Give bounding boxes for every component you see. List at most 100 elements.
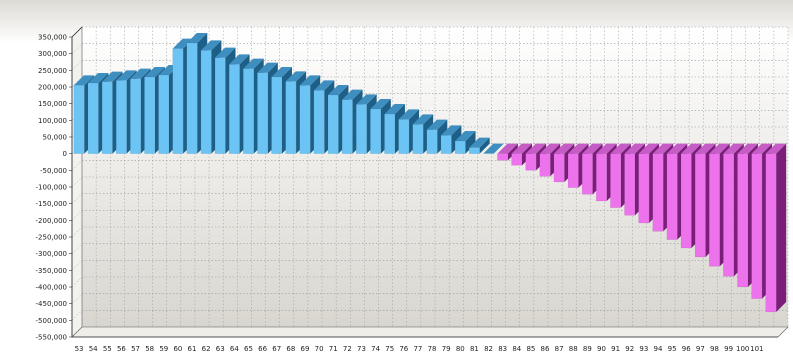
bar-front	[723, 153, 735, 277]
x-tick-label: 56	[117, 345, 126, 353]
y-tick-label: -350,000	[36, 267, 67, 275]
x-tick-label: 68	[286, 345, 295, 353]
y-tick-label: 300,000	[38, 50, 67, 58]
side-gridline	[71, 76, 83, 88]
side-gridline	[71, 226, 83, 238]
bar-top	[765, 143, 787, 154]
bar-front	[709, 153, 720, 267]
bar-front	[186, 42, 198, 154]
bar-front	[172, 48, 184, 154]
bar-top	[695, 143, 716, 154]
x-tick-label: 54	[89, 345, 98, 353]
bar-top	[215, 47, 236, 58]
bar-top	[243, 58, 264, 69]
bar-top	[130, 68, 151, 79]
bar-front	[511, 153, 523, 166]
bar-top	[455, 131, 476, 141]
bar-front	[680, 153, 692, 249]
bar-front	[285, 81, 297, 154]
bar-top	[398, 109, 420, 120]
x-tick-label: 88	[569, 345, 578, 353]
bar-top	[638, 143, 660, 154]
bar-side	[479, 137, 490, 154]
bar-side	[507, 143, 518, 161]
bar-front	[638, 153, 650, 224]
x-tick-label: 75	[385, 345, 394, 353]
bar-front	[596, 153, 607, 202]
x-tick-label: 101	[750, 345, 763, 353]
x-tick-label: 57	[131, 345, 140, 353]
bar-front	[610, 153, 622, 208]
y-tick-label: 0	[63, 150, 67, 158]
bar-front	[87, 82, 99, 154]
y-tick-label: -550,000	[36, 334, 67, 342]
x-tick-label: 69	[301, 345, 310, 353]
bar-83	[497, 143, 518, 161]
bar-top	[73, 75, 95, 86]
floor	[71, 326, 789, 338]
x-tick-label: 58	[145, 345, 154, 353]
bar-front	[158, 74, 170, 154]
y-tick-label: -500,000	[36, 317, 67, 325]
bar-top	[412, 114, 434, 125]
bar-front	[130, 78, 141, 154]
y-tick-label: -400,000	[36, 284, 67, 292]
x-tick-label: 73	[357, 345, 366, 353]
bar-top	[539, 143, 561, 154]
bar-front	[228, 64, 240, 154]
y-tick-label: 150,000	[38, 100, 67, 108]
bar-top	[172, 38, 194, 49]
x-tick-label: 91	[611, 345, 620, 353]
bar-top	[102, 71, 123, 82]
bar-top	[426, 119, 448, 130]
bar-front	[271, 76, 283, 154]
bar-top	[596, 143, 617, 154]
bar-side	[451, 125, 462, 154]
x-tick-label: 83	[498, 345, 507, 353]
side-gridline	[71, 293, 83, 304]
bar-front	[666, 153, 678, 240]
bar-top	[299, 75, 321, 86]
bar-top	[87, 73, 109, 83]
bar-top	[525, 143, 547, 154]
side-gridline	[71, 176, 83, 188]
side-gridline	[71, 43, 83, 54]
side-gridline	[71, 260, 83, 271]
x-tick-label: 61	[188, 345, 197, 353]
x-axis-tick-labels: 53 54 55 56 57 58 59 60 61 62 63 64 65 66 67 68 69 70 71 72…	[75, 345, 764, 353]
x-tick-label: 59	[159, 345, 168, 353]
y-tick-label: 200,000	[38, 84, 67, 92]
x-tick-label: 95	[668, 345, 677, 353]
bar-top	[568, 143, 589, 154]
bars	[73, 33, 787, 313]
x-tick-label: 97	[696, 345, 705, 353]
x-tick-label: 63	[216, 345, 225, 353]
bar-front	[426, 129, 438, 154]
bar-top	[652, 143, 674, 154]
bar-top	[144, 67, 165, 77]
bar-front	[454, 140, 466, 154]
bar-top	[370, 99, 391, 109]
side-gridline	[71, 60, 83, 71]
x-tick-label: 87	[555, 345, 564, 353]
x-tick-label: 84	[512, 345, 521, 353]
side-gridline	[71, 243, 83, 254]
bar-front	[539, 153, 551, 177]
bar-top	[440, 125, 462, 136]
bar-top	[483, 143, 504, 154]
bar-top	[327, 85, 349, 95]
bar-front	[370, 108, 382, 154]
bar-80	[454, 131, 476, 154]
bar-top	[229, 54, 250, 65]
bar-front	[144, 76, 156, 154]
side-gridline	[71, 160, 83, 171]
y-tick-label: 100,000	[38, 117, 67, 125]
bar-front	[384, 113, 396, 154]
x-tick-label: 62	[202, 345, 211, 353]
bar-front	[581, 153, 593, 195]
bar-front	[567, 153, 579, 188]
bar-top	[469, 137, 490, 148]
bar-front	[313, 90, 325, 154]
bar-top	[497, 143, 518, 154]
